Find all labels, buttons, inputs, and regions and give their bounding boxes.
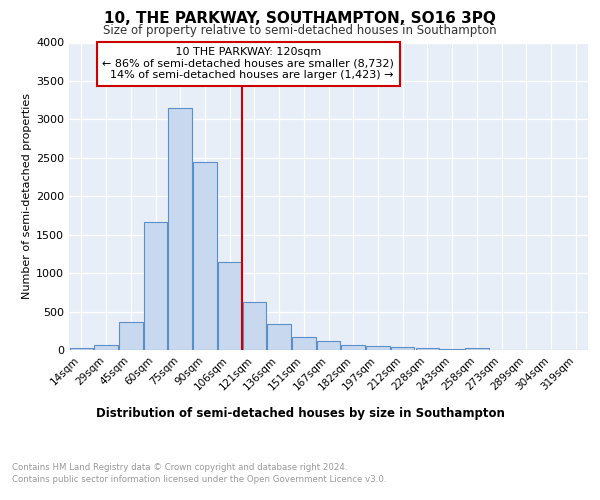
Text: Contains HM Land Registry data © Crown copyright and database right 2024.: Contains HM Land Registry data © Crown c… [12,462,347,471]
Bar [144,222,167,350]
Text: 10 THE PARKWAY: 120sqm   
← 86% of semi-detached houses are smaller (8,732)
  14: 10 THE PARKWAY: 120sqm ← 86% of semi-det… [102,47,394,80]
Bar [317,341,340,350]
Bar [416,348,439,350]
Text: Size of property relative to semi-detached houses in Southampton: Size of property relative to semi-detach… [103,24,497,37]
Text: 10, THE PARKWAY, SOUTHAMPTON, SO16 3PQ: 10, THE PARKWAY, SOUTHAMPTON, SO16 3PQ [104,11,496,26]
Bar [94,344,118,350]
Text: Distribution of semi-detached houses by size in Southampton: Distribution of semi-detached houses by … [95,408,505,420]
Bar [391,347,415,350]
Bar [193,162,217,350]
Bar [465,348,488,350]
Bar [218,262,241,350]
Bar [119,322,143,350]
Bar [242,302,266,350]
Text: Contains public sector information licensed under the Open Government Licence v3: Contains public sector information licen… [12,475,386,484]
Bar [341,344,365,350]
Y-axis label: Number of semi-detached properties: Number of semi-detached properties [22,93,32,299]
Bar [366,346,389,350]
Bar [70,348,93,350]
Bar [169,108,192,350]
Bar [292,336,316,350]
Bar [268,324,291,350]
Bar [440,349,464,350]
